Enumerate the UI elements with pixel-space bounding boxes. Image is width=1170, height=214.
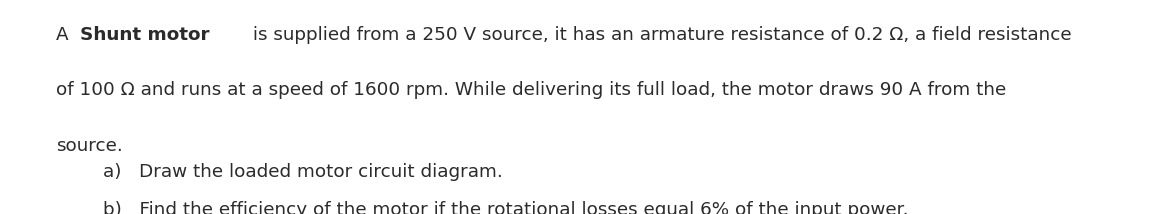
Text: b)   Find the efficiency of the motor if the rotational losses equal 6% of the i: b) Find the efficiency of the motor if t… <box>103 201 908 214</box>
Text: of 100 Ω and runs at a speed of 1600 rpm. While delivering its full load, the mo: of 100 Ω and runs at a speed of 1600 rpm… <box>56 81 1006 99</box>
Text: Shunt motor: Shunt motor <box>80 26 209 44</box>
Text: a)   Draw the loaded motor circuit diagram.: a) Draw the loaded motor circuit diagram… <box>103 163 503 181</box>
Text: source.: source. <box>56 137 123 155</box>
Text: is supplied from a 250 V source, it has an armature resistance of 0.2 Ω, a field: is supplied from a 250 V source, it has … <box>247 26 1072 44</box>
Text: A: A <box>56 26 75 44</box>
